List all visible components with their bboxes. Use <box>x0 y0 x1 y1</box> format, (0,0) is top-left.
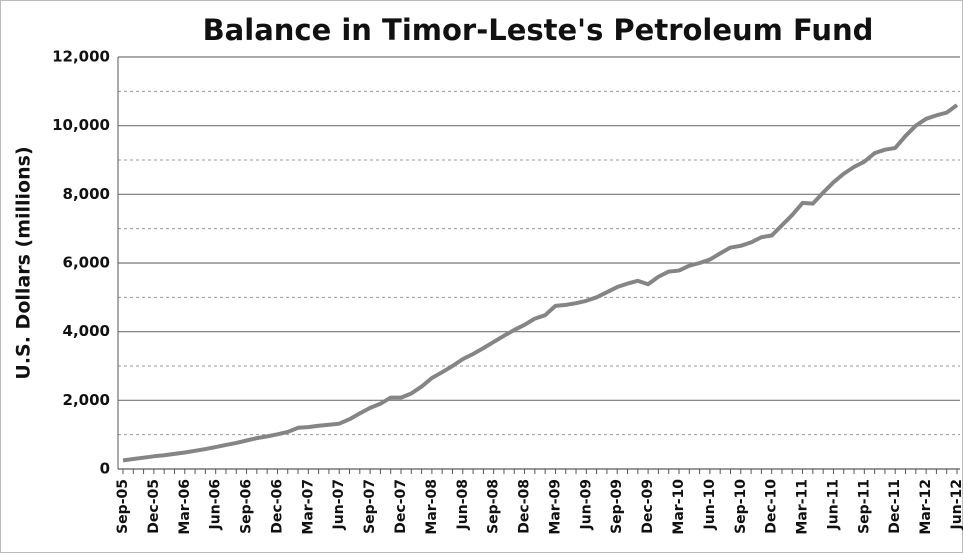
chart-title: Balance in Timor-Leste's Petroleum Fund <box>203 13 874 47</box>
x-tick-label: Mar-08 <box>424 479 440 535</box>
y-tick-label: 12,000 <box>52 48 110 66</box>
x-tick-label: Sep-05 <box>115 479 131 534</box>
y-tick-label: 10,000 <box>52 116 110 134</box>
y-tick-label: 2,000 <box>63 391 110 409</box>
x-tick-label: Jun-12 <box>949 479 963 530</box>
x-tick-label: Jun-08 <box>455 479 471 530</box>
y-tick-label: 8,000 <box>63 185 110 203</box>
x-tick-label: Jun-06 <box>208 479 224 530</box>
x-tick-label: Dec-06 <box>269 479 285 534</box>
x-tick-label: Sep-08 <box>486 479 502 534</box>
x-tick-label: Dec-05 <box>146 479 162 534</box>
x-tick-label: Jun-11 <box>825 479 841 530</box>
x-tick-label: Dec-09 <box>640 479 656 534</box>
x-tick-label: Sep-11 <box>856 479 872 534</box>
x-tick-label: Sep-10 <box>733 479 749 534</box>
x-tick-label: Sep-06 <box>239 479 255 534</box>
y-axis-label: U.S. Dollars (millions) <box>13 146 35 379</box>
x-tick-label: Mar-12 <box>918 479 934 535</box>
x-tick-label: Dec-08 <box>517 479 533 534</box>
x-tick-label: Mar-07 <box>300 479 316 535</box>
x-tick-label: Sep-09 <box>609 479 625 534</box>
x-tick-label: Sep-07 <box>362 479 378 534</box>
x-tick-label: Mar-10 <box>671 479 687 535</box>
data-line <box>122 103 959 463</box>
x-tick-label: Jun-07 <box>331 479 347 530</box>
x-tick-label: Mar-09 <box>547 479 563 535</box>
x-tick-label: Dec-07 <box>393 479 409 534</box>
x-tick-label: Dec-11 <box>887 479 903 534</box>
y-tick-label: 0 <box>100 460 110 478</box>
x-tick-label: Mar-06 <box>177 479 193 535</box>
x-tick-label: Dec-10 <box>764 479 780 534</box>
x-tick-label: Mar-11 <box>795 479 811 535</box>
x-tick-label: Jun-10 <box>702 479 718 531</box>
y-tick-label: 6,000 <box>63 254 110 272</box>
x-tick-label: Jun-09 <box>578 479 594 530</box>
y-tick-label: 4,000 <box>63 322 110 340</box>
